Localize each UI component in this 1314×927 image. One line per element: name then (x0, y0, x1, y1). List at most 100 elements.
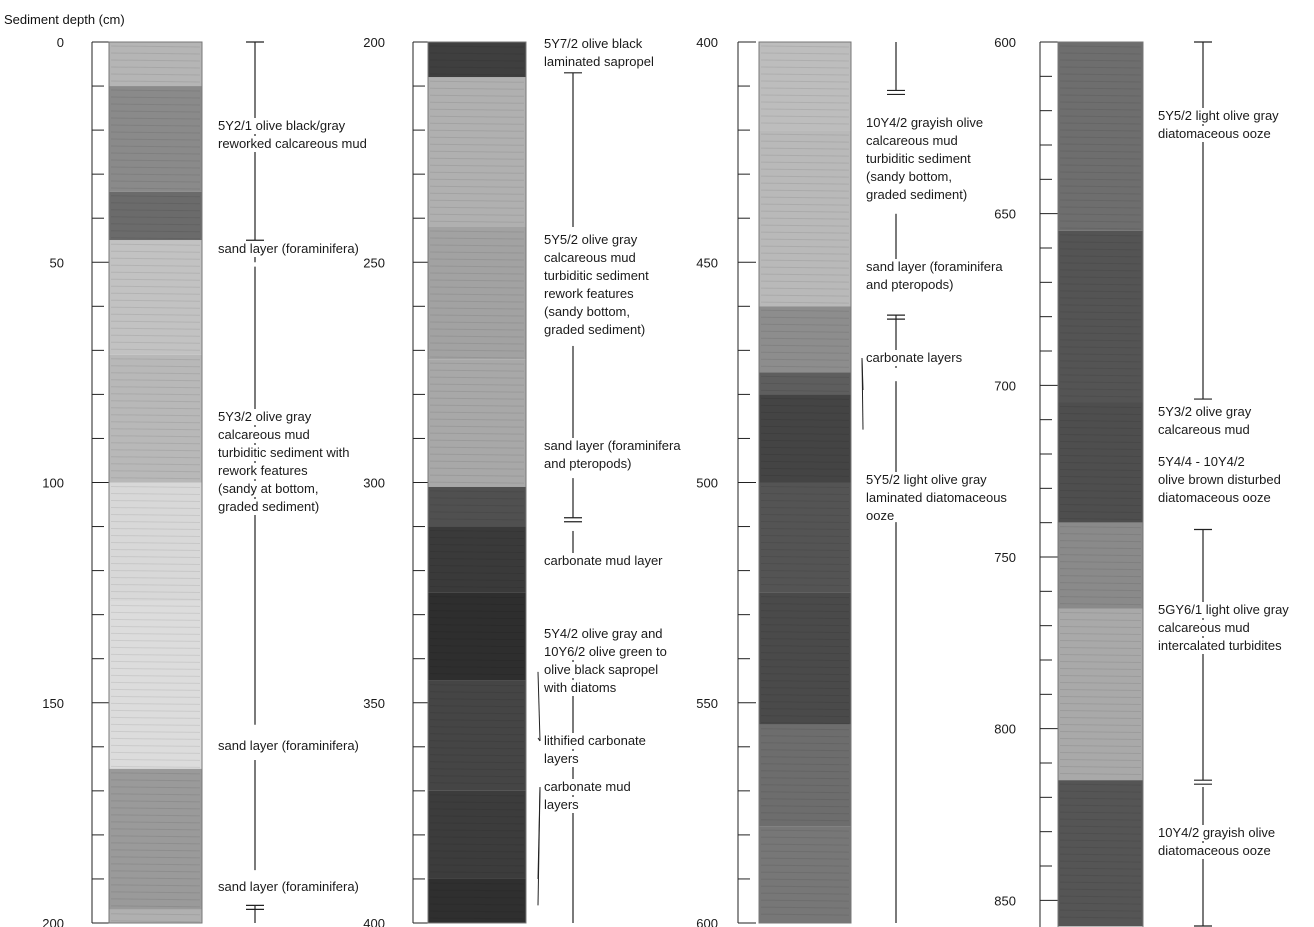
lamination-mark (110, 313, 201, 316)
lamination-mark (110, 667, 201, 670)
lamination-mark (110, 386, 201, 389)
lamination-mark (429, 265, 525, 268)
core-layer (759, 306, 851, 373)
lamination-mark (760, 323, 850, 326)
label-backdrop (216, 738, 406, 754)
lamination-mark (760, 344, 850, 347)
tick-label: 500 (696, 476, 718, 491)
lamination-mark (760, 514, 850, 516)
lamination-mark (1059, 518, 1142, 520)
lamination-mark (760, 238, 850, 241)
core-layer (1058, 608, 1143, 781)
label-backdrop (542, 438, 725, 454)
lamination-mark (110, 660, 201, 663)
lamination-mark (429, 733, 525, 736)
lamination-mark (429, 659, 525, 662)
lamination-mark (1059, 129, 1142, 132)
lamination-mark (110, 521, 201, 523)
label-backdrop (542, 304, 649, 320)
lamination-mark (110, 117, 201, 120)
lamination-mark (760, 850, 850, 853)
lamination-mark (429, 213, 525, 216)
leader-line (537, 786, 541, 906)
lamination-mark (110, 173, 201, 176)
lamination-mark (1059, 353, 1142, 356)
lamination-mark (429, 80, 525, 83)
lamination-mark (1059, 483, 1142, 485)
lamination-mark (110, 618, 201, 621)
label-backdrop (864, 508, 895, 524)
lamination-mark (429, 73, 525, 76)
lamination-mark (1059, 790, 1142, 793)
lamination-mark (1059, 395, 1142, 398)
lamination-mark (429, 349, 525, 352)
lamination-mark (1059, 406, 1142, 408)
lamination-mark (760, 906, 850, 909)
lamination-mark (1059, 136, 1142, 139)
lamination-mark (110, 66, 201, 69)
unit-description-line: carbonate mud layer (544, 553, 663, 568)
lamination-mark (110, 870, 201, 873)
lamination-mark (1059, 759, 1142, 761)
lamination-mark (1059, 332, 1142, 335)
lamination-mark (429, 143, 525, 146)
lamination-mark (1059, 626, 1142, 628)
lamination-mark (110, 341, 201, 344)
lamination-mark (429, 164, 525, 167)
lamination-mark (110, 625, 201, 628)
unit-description-line: rework features (218, 463, 308, 478)
tick-label: 400 (363, 916, 385, 927)
lamination-mark (760, 722, 850, 725)
lamination-mark (1059, 434, 1142, 436)
label-backdrop (542, 751, 588, 767)
lamination-mark (760, 791, 850, 794)
lamination-mark (429, 857, 525, 860)
label-backdrop (864, 187, 986, 203)
lamination-mark (1059, 420, 1142, 422)
lamination-mark (429, 652, 525, 655)
label-backdrop (542, 644, 702, 660)
lamination-mark (760, 196, 850, 199)
lamination-mark (110, 365, 201, 368)
core-photo-strip (1057, 41, 1144, 927)
lamination-mark (1059, 547, 1142, 550)
core-layer (1058, 780, 1143, 926)
lamination-mark (110, 250, 201, 253)
lamination-mark (760, 694, 850, 697)
lamination-mark (760, 45, 850, 48)
unit-description-line: layers (544, 797, 579, 812)
unit-description-line: 5GY6/1 light olive gray (1158, 602, 1289, 617)
core-photo-border (1057, 41, 1144, 927)
label-backdrop (542, 232, 664, 248)
lamination-mark (429, 782, 525, 785)
lamination-mark (429, 645, 525, 648)
lamination-mark (760, 584, 850, 586)
lamination-mark (429, 446, 525, 449)
lamination-mark (429, 596, 525, 599)
leader-line (861, 357, 864, 430)
label-backdrop (216, 409, 338, 425)
lamination-mark (1059, 839, 1142, 842)
lamination-mark (760, 805, 850, 808)
lamination-mark (1059, 846, 1142, 849)
lamination-mark (110, 584, 201, 586)
lamination-mark (760, 638, 850, 641)
lamination-mark (110, 730, 201, 733)
lamination-mark (110, 285, 201, 288)
lamination-mark (1059, 867, 1142, 870)
lamination-mark (760, 687, 850, 690)
lamination-mark (760, 59, 850, 62)
lamination-mark (429, 293, 525, 296)
lamination-mark (760, 535, 850, 537)
lamination-mark (760, 245, 850, 248)
lamination-mark (429, 199, 525, 202)
lamination-mark (1059, 388, 1142, 391)
unit-description-line: turbiditic sediment (544, 268, 649, 283)
lamination-mark (429, 390, 525, 393)
core-layer (759, 826, 851, 923)
unit-description-line: rework features (544, 286, 634, 301)
core-column-3: 400 450 500 550 600 10Y4/2 grayish olive calca… (696, 35, 1047, 927)
lamination-mark (760, 210, 850, 213)
label-backdrop (216, 427, 323, 443)
lamination-mark (429, 94, 525, 97)
